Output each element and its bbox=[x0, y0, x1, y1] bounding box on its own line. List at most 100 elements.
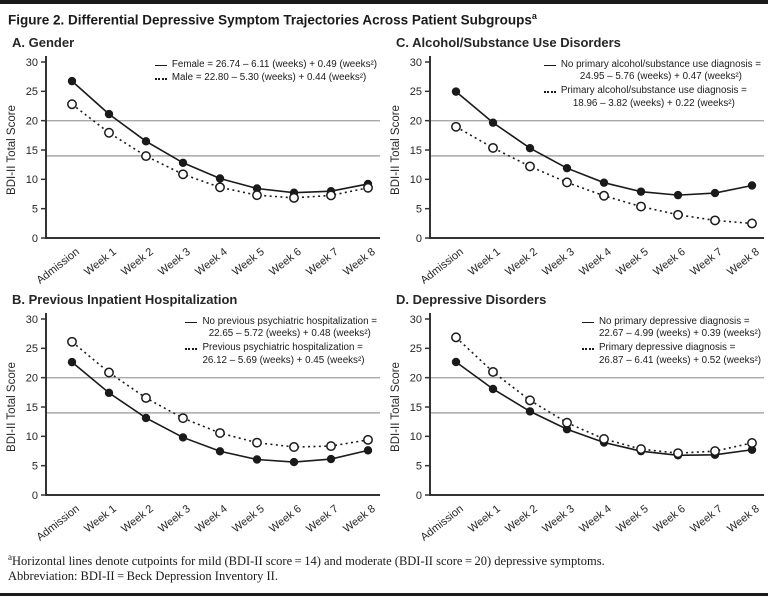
data-point-filled bbox=[673, 190, 683, 199]
data-point-open bbox=[562, 176, 572, 187]
data-point-open bbox=[747, 437, 757, 448]
data-point-filled bbox=[326, 454, 336, 463]
data-point-open bbox=[525, 160, 535, 171]
legend-label-cont: 26.12 – 5.69 (weeks) + 0.45 (weeks²) bbox=[202, 354, 365, 366]
x-tick-label: Admission bbox=[418, 245, 465, 286]
data-point-open bbox=[451, 331, 461, 342]
y-tick-label: 20 bbox=[410, 115, 422, 127]
y-tick-label: 25 bbox=[410, 343, 422, 355]
data-point-filled bbox=[363, 445, 373, 455]
legend-entry: Primary alcohol/substance use diagnosis … bbox=[543, 85, 761, 110]
x-tick-label: Admission bbox=[418, 502, 465, 543]
data-point-open bbox=[326, 189, 336, 200]
panel-d-legend: No primary depressive diagnosis = 22.67 –… bbox=[581, 315, 761, 368]
legend-entry: Primary depressive diagnosis = 26.87 – 6.… bbox=[581, 341, 761, 367]
solid-line-icon bbox=[543, 64, 556, 66]
data-point-open bbox=[104, 127, 114, 138]
y-tick-label: 0 bbox=[416, 232, 422, 244]
data-point-open bbox=[636, 201, 646, 212]
data-point-filled bbox=[451, 357, 461, 366]
y-axis-label: BDI-II Total Score bbox=[6, 362, 18, 452]
data-point-open bbox=[636, 443, 646, 454]
x-tick-label: Week 5 bbox=[614, 245, 651, 277]
x-tick-label: Week 2 bbox=[119, 245, 156, 277]
panel-d-title: D. Depressive Disorders bbox=[396, 291, 547, 307]
x-tick-label: Week 2 bbox=[119, 502, 156, 534]
y-tick-label: 20 bbox=[410, 372, 422, 384]
top-double-rule bbox=[0, 0, 768, 4]
x-tick-label: Week 3 bbox=[156, 502, 193, 534]
x-tick-label: Week 5 bbox=[614, 502, 651, 534]
x-tick-label: Week 1 bbox=[82, 245, 119, 277]
x-tick-label: Admission bbox=[34, 245, 81, 286]
data-point-open bbox=[747, 218, 757, 228]
data-point-open bbox=[67, 98, 77, 109]
y-tick-label: 5 bbox=[32, 203, 38, 215]
y-tick-label: 15 bbox=[26, 401, 38, 413]
y-tick-label: 15 bbox=[26, 144, 38, 156]
legend-label: Primary depressive diagnosis = bbox=[598, 341, 736, 353]
legend-label: No previous psychiatric hospitalization … bbox=[202, 315, 377, 327]
x-tick-label: Week 8 bbox=[725, 502, 762, 534]
solid-line-icon bbox=[581, 321, 594, 323]
series-line-dotted bbox=[71, 103, 369, 199]
data-point-open bbox=[215, 427, 225, 438]
y-tick-label: 0 bbox=[32, 232, 38, 244]
data-point-filled bbox=[104, 109, 114, 118]
y-tick-label: 30 bbox=[26, 56, 38, 68]
legend-entry: No primary depressive diagnosis = 22.67 –… bbox=[581, 315, 761, 341]
data-point-open bbox=[141, 392, 151, 403]
data-point-open bbox=[67, 336, 77, 347]
data-point-open bbox=[289, 192, 299, 203]
data-point-filled bbox=[525, 143, 535, 152]
data-point-open bbox=[178, 168, 188, 179]
data-point-open bbox=[673, 209, 683, 220]
panel-c-legend: No primary alcohol/substance use diagnos… bbox=[543, 59, 761, 111]
data-point-open bbox=[525, 394, 535, 405]
data-point-open bbox=[488, 142, 498, 153]
footnote: aHorizontal lines denote cutpoints for m… bbox=[8, 552, 760, 569]
series-line-dotted bbox=[455, 125, 753, 224]
legend-label-cont: 24.95 – 5.76 (weeks) + 0.47 (weeks²) bbox=[579, 71, 742, 83]
legend-label: Male = 22.80 – 5.30 (weeks) + 0.44 (week… bbox=[171, 72, 367, 84]
data-point-filled bbox=[488, 384, 498, 393]
x-tick-label: Week 4 bbox=[577, 502, 614, 534]
solid-line-icon bbox=[185, 321, 198, 323]
x-tick-label: Week 3 bbox=[540, 502, 577, 534]
data-point-filled bbox=[252, 183, 262, 193]
legend-label: Female = 26.74 – 6.11 (weeks) + 0.49 (we… bbox=[171, 58, 377, 70]
y-tick-label: 0 bbox=[32, 489, 38, 501]
x-tick-label: Week 1 bbox=[466, 245, 503, 277]
y-tick-label: 5 bbox=[416, 460, 422, 472]
x-tick-label: Week 1 bbox=[82, 502, 119, 534]
x-tick-label: Week 7 bbox=[688, 245, 725, 277]
data-point-filled bbox=[67, 76, 77, 85]
panel-b-legend: No previous psychiatric hospitalization … bbox=[185, 316, 377, 368]
panel-c-alcohol-substance: C. Alcohol/Substance Use Disorders 0 5 10 1… bbox=[384, 33, 768, 290]
dotted-line-icon bbox=[543, 90, 556, 93]
data-point-open bbox=[289, 441, 299, 452]
y-tick-label: 15 bbox=[410, 144, 422, 156]
data-point-open bbox=[710, 445, 720, 456]
panel-b-hospitalization: B. Previous Inpatient Hospitalization 0 5… bbox=[0, 290, 384, 547]
y-tick-label: 30 bbox=[410, 313, 422, 325]
data-point-open bbox=[710, 214, 720, 225]
legend-label-cont: 22.65 – 5.72 (weeks) + 0.48 (weeks²) bbox=[208, 328, 371, 340]
data-point-open bbox=[326, 440, 336, 451]
y-tick-label: 25 bbox=[410, 86, 422, 98]
data-point-open bbox=[363, 182, 373, 193]
legend-label: No primary depressive diagnosis = bbox=[598, 315, 750, 327]
y-tick-label: 30 bbox=[410, 56, 422, 68]
legend-entry: Female = 26.74 – 6.11 (weeks) + 0.49 (we… bbox=[154, 58, 377, 72]
x-tick-label: Week 7 bbox=[304, 502, 341, 534]
data-point-open bbox=[562, 417, 572, 428]
data-point-open bbox=[141, 150, 151, 161]
data-point-filled bbox=[747, 180, 757, 190]
x-tick-label: Week 4 bbox=[193, 245, 230, 277]
y-tick-label: 10 bbox=[26, 174, 38, 186]
figure-title-text: Figure 2. Differential Depressive Sympto… bbox=[8, 12, 532, 28]
data-point-open bbox=[252, 437, 262, 448]
y-tick-label: 5 bbox=[32, 460, 38, 472]
